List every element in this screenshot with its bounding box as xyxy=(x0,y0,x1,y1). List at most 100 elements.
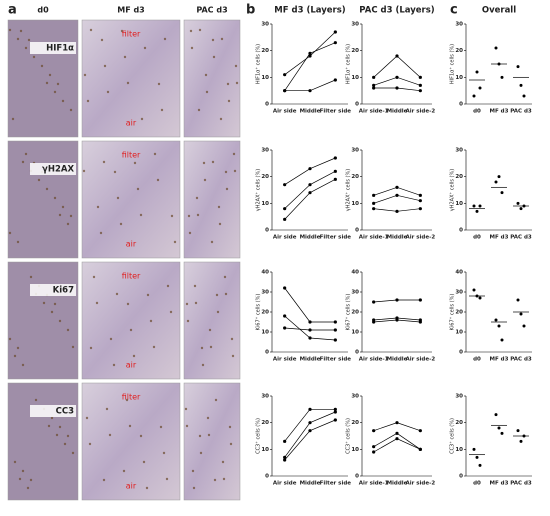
x-tick-label: Filter side xyxy=(320,357,352,363)
x-tick-label: MF d3 xyxy=(490,357,509,363)
cell-stain xyxy=(224,170,228,174)
series-line xyxy=(373,432,421,450)
y-tick-label: 40 xyxy=(351,270,359,276)
cell-stain xyxy=(133,161,137,165)
point xyxy=(475,209,479,213)
point xyxy=(395,75,399,79)
y-tick-label: 0 xyxy=(355,474,359,480)
cell-stain xyxy=(149,319,153,323)
cell-stain xyxy=(185,302,189,306)
x-tick-label: Middle xyxy=(387,357,408,363)
cell-stain xyxy=(34,398,38,402)
series-line xyxy=(284,408,336,442)
histology-image xyxy=(7,140,79,259)
y-tick-label: 0 xyxy=(459,102,463,108)
cell-stain xyxy=(196,213,200,217)
cell-stain xyxy=(220,37,224,41)
y-tick-label: 30 xyxy=(351,394,359,400)
point xyxy=(283,458,287,462)
cell-stain xyxy=(188,231,192,235)
point xyxy=(418,193,422,197)
point xyxy=(497,175,501,179)
cell-stain xyxy=(66,328,70,332)
cell-stain xyxy=(18,477,22,481)
x-tick-label: PAC d3 xyxy=(510,481,532,487)
cell-stain xyxy=(145,486,149,490)
point xyxy=(494,318,498,322)
cell-stain xyxy=(139,434,143,438)
y-tick-label: 10 xyxy=(351,447,359,453)
y-tick-label: 0 xyxy=(265,228,269,234)
point xyxy=(395,209,399,213)
cell-stain xyxy=(85,416,89,420)
point xyxy=(472,94,476,98)
series-line xyxy=(284,419,336,461)
cell-stain xyxy=(27,38,31,42)
cell-stain xyxy=(66,434,70,438)
cell-stain xyxy=(69,214,73,218)
cell-stain xyxy=(45,187,49,191)
cell-stain xyxy=(71,345,75,349)
cell-stain xyxy=(105,407,109,411)
cell-stain xyxy=(211,38,215,42)
cell-stain xyxy=(71,451,75,455)
y-tick-label: 20 xyxy=(455,174,463,180)
cell-stain xyxy=(58,425,62,429)
point xyxy=(519,207,523,211)
cell-stain xyxy=(37,178,41,182)
label-bg xyxy=(30,42,76,54)
point xyxy=(522,94,526,98)
cell-stain xyxy=(21,363,25,367)
x-tick-label: Middle xyxy=(387,481,408,487)
cell-stain xyxy=(82,169,86,173)
cell-stain xyxy=(16,37,20,41)
cell-stain xyxy=(24,152,28,156)
y-tick-label: 20 xyxy=(261,310,269,316)
panel-label: a xyxy=(8,3,17,18)
y-tick-label: 0 xyxy=(265,350,269,356)
point xyxy=(395,54,399,58)
layer-label: air xyxy=(126,361,137,370)
y-tick-label: 30 xyxy=(261,290,269,296)
cell-stain xyxy=(187,214,191,218)
x-tick-label: Middle xyxy=(300,481,321,487)
x-tick-label: Air side-2 xyxy=(405,109,435,115)
x-tick-label: Air side-1 xyxy=(359,109,389,115)
row-label: γH2AX xyxy=(42,165,74,175)
cell-stain xyxy=(231,354,235,358)
cell-stain xyxy=(102,478,106,482)
column-title: d0 xyxy=(37,6,49,15)
y-tick-label: 30 xyxy=(261,22,269,28)
y-tick-label: 0 xyxy=(355,228,359,234)
series-line xyxy=(284,315,336,341)
y-tick-label: 30 xyxy=(455,394,463,400)
series-line xyxy=(373,438,421,453)
layer-label: filter xyxy=(122,393,141,402)
point xyxy=(283,455,287,459)
cell-stain xyxy=(92,275,96,279)
cell-stain xyxy=(198,434,202,438)
cell-stain xyxy=(123,55,127,59)
point xyxy=(308,429,312,433)
cell-stain xyxy=(146,293,150,297)
y-tick-label: 10 xyxy=(455,75,463,81)
point xyxy=(283,183,287,187)
label-bg xyxy=(30,163,76,175)
cell-stain xyxy=(143,46,147,50)
cell-stain xyxy=(50,416,54,420)
cell-stain xyxy=(109,337,113,341)
point xyxy=(333,156,337,160)
cell-stain xyxy=(102,160,106,164)
cell-stain xyxy=(89,28,93,32)
y-tick-label: 0 xyxy=(459,350,463,356)
y-tick-label: 30 xyxy=(261,394,269,400)
y-tick-label: 0 xyxy=(459,474,463,480)
cell-stain xyxy=(58,213,62,217)
cell-stain xyxy=(53,302,57,306)
y-tick-label: 10 xyxy=(261,75,269,81)
cell-stain xyxy=(119,222,123,226)
series-line xyxy=(284,411,336,458)
y-tick-label: 20 xyxy=(351,420,359,426)
cell-stain xyxy=(228,425,232,429)
cell-stain xyxy=(55,433,59,437)
